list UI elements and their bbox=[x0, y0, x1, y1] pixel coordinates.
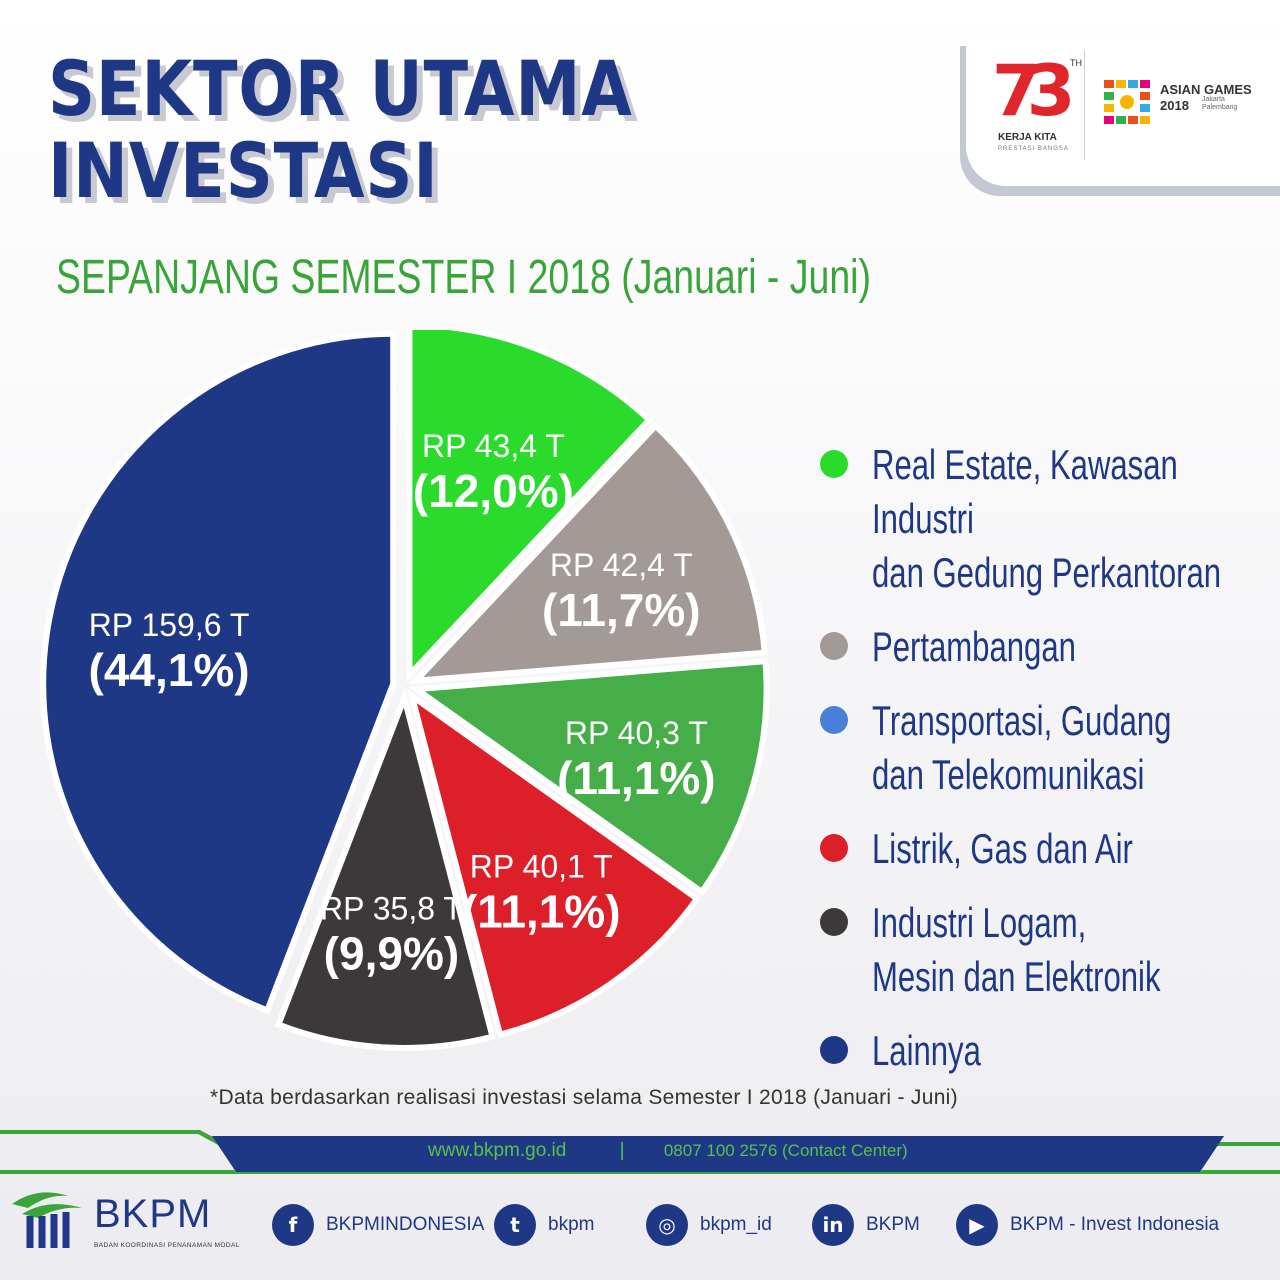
pie-slice bbox=[274, 688, 497, 1051]
contact-separator: | bbox=[619, 1140, 625, 1161]
social-handle: bkpm_id bbox=[700, 1214, 772, 1235]
legend-swatch bbox=[820, 834, 848, 862]
legend-item: Pertambangan bbox=[820, 620, 1280, 674]
social-youtube[interactable]: ▶ BKPM - Invest Indonesia bbox=[956, 1204, 1219, 1246]
pie-slice bbox=[408, 421, 768, 685]
anniversary-tagline: PRESTASI BANGSA bbox=[998, 146, 1069, 152]
anniversary-suffix: TH bbox=[1070, 58, 1082, 68]
website-link[interactable]: www.bkpm.go.id bbox=[428, 1140, 567, 1161]
legend-item: Industri Logam, Mesin dan Elektronik bbox=[820, 896, 1280, 1004]
instagram-icon: ◎ bbox=[646, 1204, 688, 1246]
legend-swatch bbox=[820, 908, 848, 936]
social-handle: bkpm bbox=[548, 1214, 595, 1235]
social-facebook[interactable]: f BKPMINDONESIA bbox=[272, 1204, 484, 1246]
youtube-icon: ▶ bbox=[956, 1204, 998, 1246]
legend-swatch bbox=[820, 632, 848, 660]
legend-item: Lainnya bbox=[820, 1024, 1280, 1078]
page-subtitle: SEPANJANG SEMESTER I 2018 (Januari - Jun… bbox=[56, 251, 871, 304]
legend-label: Industri Logam, Mesin dan Elektronik bbox=[872, 899, 1161, 1000]
pie-slice-group: RP 42,4 T(11,7%) bbox=[408, 421, 768, 685]
social-linkedin[interactable]: in BKPM bbox=[812, 1204, 920, 1246]
pie-slice-group: RP 40,1 T(11,1%) bbox=[406, 688, 702, 1039]
legend-item: Transportasi, Gudang dan Telekomunikasi bbox=[820, 694, 1280, 802]
anniversary-73-logo: 73 TH KERJA KITA PRESTASI BANGSA bbox=[992, 50, 1088, 160]
legend-swatch bbox=[820, 450, 848, 478]
slice-percent-label: (11,1%) bbox=[557, 752, 716, 804]
chart-legend: Real Estate, Kawasan Industri dan Gedung… bbox=[820, 438, 1280, 1098]
legend-label: Transportasi, Gudang dan Telekomunikasi bbox=[872, 697, 1172, 798]
bkpm-full-name: BADAN KOORDINASI PENANAMAN MODAL bbox=[94, 1242, 240, 1249]
social-handle: BKPMINDONESIA bbox=[326, 1214, 485, 1235]
slice-value-label: RP 43,4 T bbox=[422, 428, 565, 464]
legend-label: Listrik, Gas dan Air bbox=[872, 825, 1133, 872]
asian-games-title: ASIAN GAMES bbox=[1160, 82, 1252, 97]
social-instagram[interactable]: ◎ bkpm_id bbox=[646, 1204, 772, 1246]
legend-label: Real Estate, Kawasan Industri dan Gedung… bbox=[872, 441, 1222, 596]
facebook-icon: f bbox=[272, 1204, 314, 1246]
bkpm-name: BKPM bbox=[94, 1192, 212, 1236]
slice-percent-label: (11,7%) bbox=[542, 584, 701, 636]
slice-value-label: RP 159,6 T bbox=[89, 607, 250, 643]
legend-swatch bbox=[820, 706, 848, 734]
anniversary-number: 73 bbox=[992, 50, 1076, 132]
page-title: SEKTOR UTAMA INVESTASI bbox=[48, 48, 633, 212]
slice-percent-label: (11,1%) bbox=[462, 886, 621, 938]
footer-banner bbox=[0, 1130, 1280, 1174]
data-footnote: *Data berdasarkan realisasi investasi se… bbox=[210, 1086, 958, 1109]
slice-value-label: RP 40,3 T bbox=[565, 715, 708, 751]
asian-games-emblem-icon bbox=[1104, 80, 1150, 124]
pie-slice-group: RP 40,3 T(11,1%) bbox=[408, 657, 770, 897]
legend-label: Lainnya bbox=[872, 1027, 981, 1074]
legend-swatch bbox=[820, 1036, 848, 1064]
pie-slice-group: RP 35,8 T(9,9%) bbox=[274, 688, 497, 1051]
social-handle: BKPM bbox=[866, 1214, 920, 1235]
pie-slice-group: RP 159,6 T(44,1%) bbox=[40, 330, 397, 1015]
slice-value-label: RP 40,1 T bbox=[470, 849, 613, 885]
legend-item: Listrik, Gas dan Air bbox=[820, 822, 1280, 876]
slice-value-label: RP 42,4 T bbox=[550, 547, 693, 583]
logo-divider bbox=[1084, 50, 1085, 160]
pie-slice bbox=[406, 330, 654, 683]
asian-games-year: 2018 bbox=[1160, 98, 1189, 113]
legend-label: Pertambangan bbox=[872, 623, 1076, 670]
slice-percent-label: (9,9%) bbox=[324, 928, 459, 980]
social-twitter[interactable]: t bkpm bbox=[494, 1204, 594, 1246]
legend-item: Real Estate, Kawasan Industri dan Gedung… bbox=[820, 438, 1280, 600]
social-handle: BKPM - Invest Indonesia bbox=[1010, 1214, 1220, 1235]
pie-slice bbox=[408, 657, 770, 897]
contact-phone: 0807 100 2576 (Contact Center) bbox=[663, 1141, 908, 1160]
asian-games-cities: Jakarta Palembang bbox=[1202, 96, 1238, 111]
title-line-1: SEKTOR UTAMA bbox=[48, 44, 633, 133]
pie-slice bbox=[40, 330, 397, 1015]
slice-percent-label: (12,0%) bbox=[413, 465, 574, 517]
anniversary-caption: KERJA KITA bbox=[998, 132, 1057, 143]
title-line-2: INVESTASI bbox=[48, 126, 439, 215]
bkpm-emblem-icon bbox=[12, 1192, 82, 1248]
pie-slice-group: RP 43,4 T(12,0%) bbox=[406, 330, 654, 683]
contact-bar: www.bkpm.go.id | 0807 100 2576 (Contact … bbox=[428, 1140, 908, 1162]
pie-slice bbox=[406, 688, 702, 1039]
linkedin-icon: in bbox=[812, 1204, 854, 1246]
bkpm-logo: BKPM BADAN KOORDINASI PENANAMAN MODAL bbox=[8, 1186, 258, 1266]
twitter-icon: t bbox=[494, 1204, 536, 1246]
slice-percent-label: (44,1%) bbox=[89, 644, 250, 696]
slice-value-label: RP 35,8 T bbox=[320, 891, 463, 927]
partner-logos: 73 TH KERJA KITA PRESTASI BANGSA ASIAN G… bbox=[966, 36, 1280, 186]
investment-pie-chart: RP 43,4 T(12,0%)RP 42,4 T(11,7%)RP 40,3 … bbox=[40, 330, 770, 1051]
